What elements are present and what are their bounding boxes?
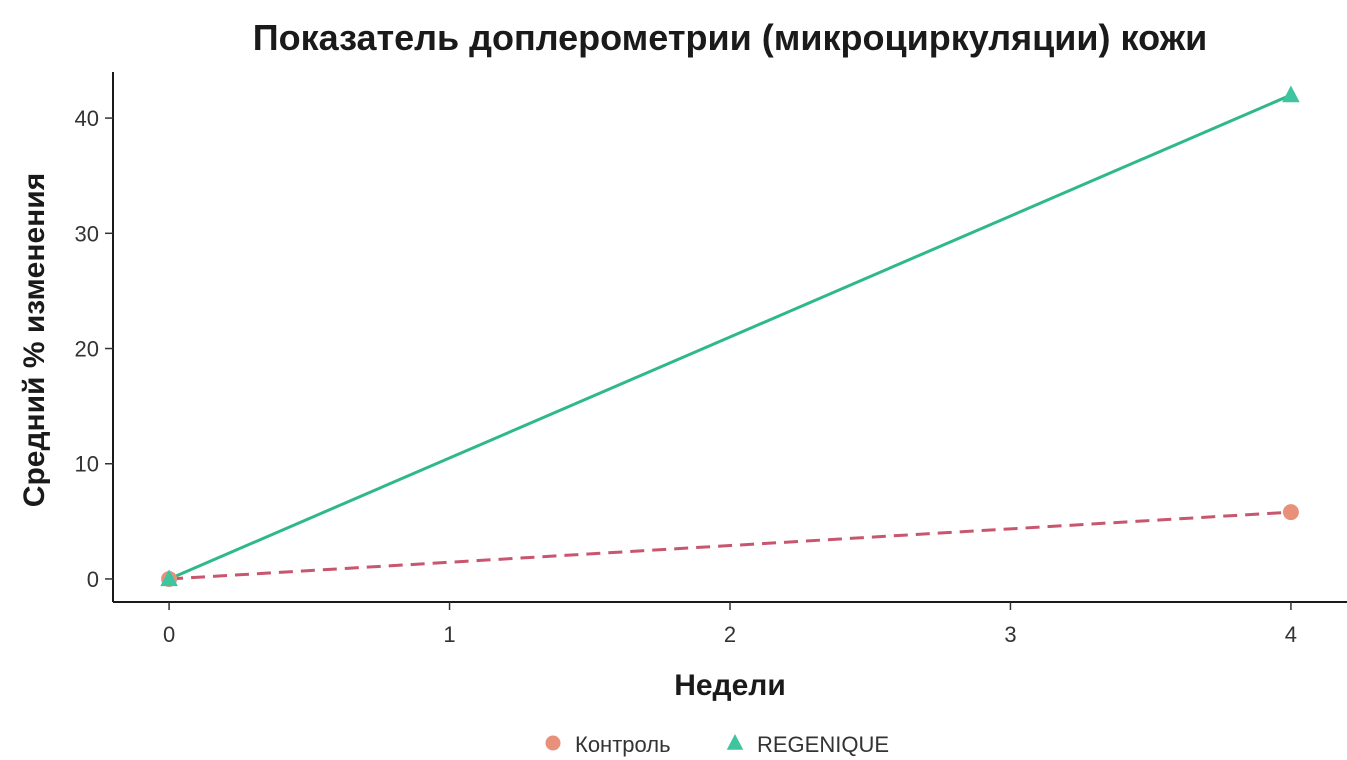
data-point-1-0 [160, 569, 178, 587]
data-point-0-1 [1282, 504, 1299, 521]
data-point-1-1 [1282, 85, 1300, 103]
y-tick-label: 40 [75, 106, 99, 131]
x-tick-label: 1 [443, 622, 455, 647]
series-line-0 [169, 510, 1291, 581]
x-tick-label: 2 [724, 622, 736, 647]
x-tick-label: 3 [1004, 622, 1016, 647]
legend-label-0: Контроль [575, 732, 671, 757]
x-tick-label: 0 [163, 622, 175, 647]
legend-key-0 [545, 735, 561, 751]
y-tick-label: 20 [75, 337, 99, 362]
legend-key-1 [726, 734, 744, 750]
y-axis-title: Средний % изменения [18, 173, 51, 507]
x-tick-label: 4 [1285, 622, 1297, 647]
y-tick-label: 30 [75, 221, 99, 246]
series-line-1 [168, 93, 1292, 581]
y-tick-label: 0 [87, 567, 99, 592]
x-axis-title: Недели [674, 669, 786, 702]
legend-label-1: REGENIQUE [757, 732, 889, 757]
chart-title: Показатель доплерометрии (микроциркуляци… [253, 17, 1208, 58]
legend: Контроль REGENIQUE [545, 732, 889, 757]
y-tick-label: 10 [75, 452, 99, 477]
